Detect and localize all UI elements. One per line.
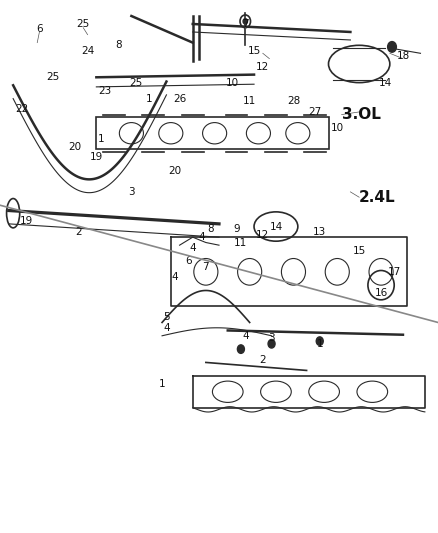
Circle shape — [237, 345, 244, 353]
Text: 13: 13 — [313, 227, 326, 237]
Text: 7: 7 — [242, 19, 249, 29]
Text: 6: 6 — [36, 25, 43, 34]
Text: 4: 4 — [189, 243, 196, 253]
Text: 8: 8 — [115, 41, 122, 50]
Text: 22: 22 — [15, 104, 28, 114]
Text: 28: 28 — [287, 96, 300, 106]
Text: 25: 25 — [46, 72, 59, 82]
Text: 15: 15 — [353, 246, 366, 255]
Text: 2: 2 — [75, 227, 82, 237]
Text: 4: 4 — [163, 323, 170, 333]
Circle shape — [388, 42, 396, 52]
Text: 1: 1 — [159, 379, 166, 389]
Text: 24: 24 — [81, 46, 94, 55]
Circle shape — [243, 19, 247, 24]
Text: 14: 14 — [269, 222, 283, 231]
Text: 2.4L: 2.4L — [359, 190, 396, 205]
Text: 10: 10 — [226, 78, 239, 87]
Text: 20: 20 — [68, 142, 81, 151]
Text: 8: 8 — [207, 224, 214, 234]
Text: 7: 7 — [202, 262, 209, 271]
Text: 3: 3 — [128, 187, 135, 197]
Text: 2: 2 — [259, 355, 266, 365]
Text: 11: 11 — [234, 238, 247, 247]
Text: 25: 25 — [77, 19, 90, 29]
Text: 12: 12 — [256, 62, 269, 71]
Text: 6: 6 — [185, 256, 192, 266]
Text: 4: 4 — [198, 232, 205, 242]
Text: 12: 12 — [256, 230, 269, 239]
Text: 10: 10 — [331, 123, 344, 133]
Text: 19: 19 — [20, 216, 33, 226]
Text: 14: 14 — [379, 78, 392, 87]
Text: 17: 17 — [388, 267, 401, 277]
Text: 1: 1 — [145, 94, 152, 103]
Text: 1: 1 — [97, 134, 104, 143]
Text: 4: 4 — [242, 331, 249, 341]
Text: 16: 16 — [374, 288, 388, 298]
Text: 3: 3 — [268, 334, 275, 343]
Text: 9: 9 — [233, 224, 240, 234]
Circle shape — [268, 340, 275, 348]
Text: 11: 11 — [243, 96, 256, 106]
Text: 27: 27 — [309, 107, 322, 117]
Text: 20: 20 — [169, 166, 182, 175]
Text: 26: 26 — [173, 94, 186, 103]
Text: 15: 15 — [247, 46, 261, 55]
Text: 5: 5 — [163, 312, 170, 322]
Circle shape — [316, 337, 323, 345]
Text: 4: 4 — [172, 272, 179, 282]
Text: 3.OL: 3.OL — [342, 107, 381, 122]
Text: 25: 25 — [129, 78, 142, 87]
Text: 1: 1 — [316, 339, 323, 349]
Text: 18: 18 — [396, 51, 410, 61]
Text: 23: 23 — [99, 86, 112, 95]
Text: 19: 19 — [90, 152, 103, 162]
